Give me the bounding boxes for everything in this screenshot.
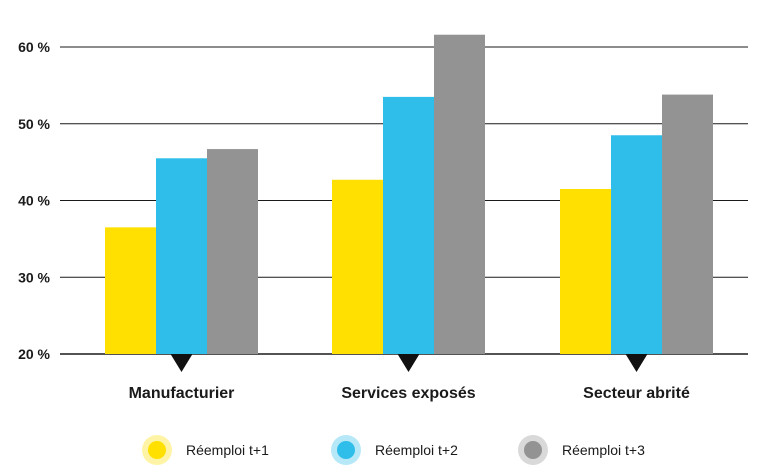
y-tick-label: 30 %	[18, 269, 50, 285]
legend: Réemploi t+1 Réemploi t+2 Réemploi t+3	[142, 435, 645, 465]
legend-label: Réemploi t+2	[375, 442, 458, 458]
category-label: Services exposés	[341, 385, 475, 402]
bar	[560, 188, 611, 354]
bar	[611, 135, 662, 354]
y-tick-label: 40 %	[18, 193, 50, 209]
bar	[662, 94, 713, 355]
category-marker	[170, 354, 193, 372]
category-label: Manufacturier	[129, 385, 235, 402]
y-tick-label: 50 %	[18, 116, 50, 132]
legend-swatch	[337, 441, 355, 459]
bar	[207, 149, 258, 354]
bar	[332, 179, 383, 354]
bar	[156, 158, 207, 354]
legend-label: Réemploi t+1	[186, 442, 269, 458]
legend-label: Réemploi t+3	[562, 442, 645, 458]
category-marker	[625, 354, 648, 372]
y-tick-label: 20 %	[18, 346, 50, 362]
category-labels: Manufacturier Services exposés Secteur abr…	[129, 385, 690, 402]
bar	[383, 96, 434, 354]
bar	[434, 34, 485, 354]
bar	[105, 227, 156, 354]
legend-swatch	[148, 441, 166, 459]
category-markers	[170, 354, 648, 372]
y-axis-ticks: 20 % 30 % 40 % 50 % 60 %	[18, 39, 50, 362]
legend-swatch	[524, 441, 542, 459]
category-label: Secteur abrité	[583, 385, 690, 402]
y-tick-label: 60 %	[18, 39, 50, 55]
bars	[105, 34, 713, 355]
category-marker	[397, 354, 420, 372]
